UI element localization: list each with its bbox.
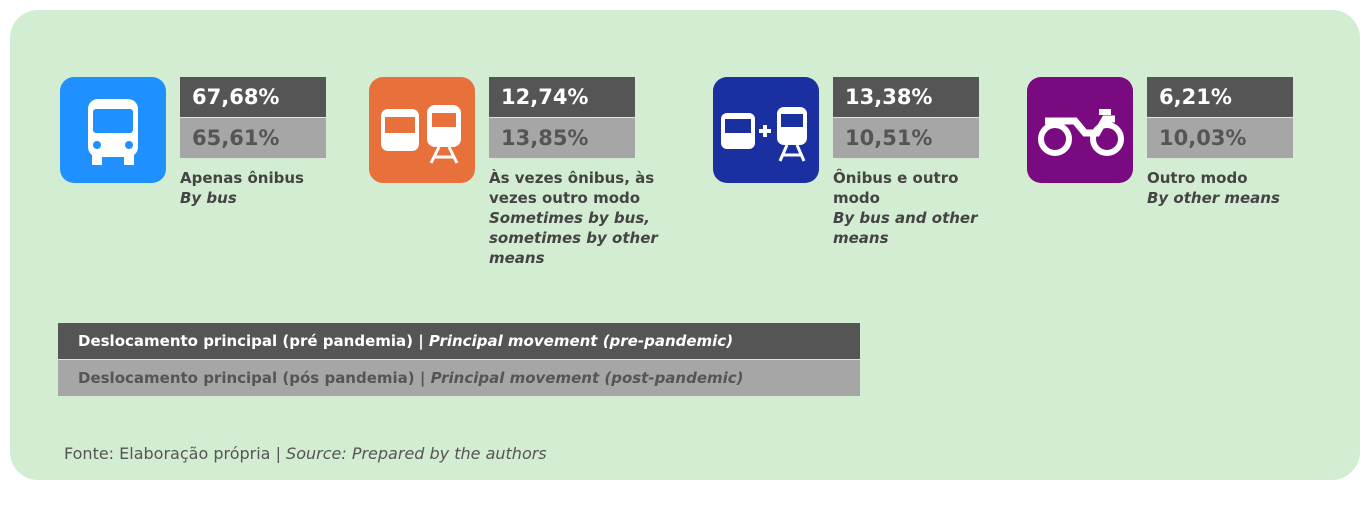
source-pt: Fonte: Elaboração própria | [64, 444, 287, 463]
label-pt: Às vezes ônibus, às vezes outro modo [489, 169, 655, 207]
post-value: 10,51% [833, 118, 979, 158]
motorcycle-icon [1027, 77, 1133, 183]
pre-value: 13,38% [833, 77, 979, 117]
pre-value: 67,68% [180, 77, 326, 117]
post-value: 13,85% [489, 118, 635, 158]
legend-post: Deslocamento principal (pós pandemia) | … [58, 360, 860, 396]
label: Ônibus e outro modo By bus and other mean… [833, 168, 1003, 248]
legend-en: Principal movement (pre-pandemic) [428, 332, 734, 350]
label-en: By other means [1147, 189, 1280, 207]
legend-pre: Deslocamento principal (pré pandemia) | … [58, 323, 860, 359]
label-en: By bus and other means [833, 209, 978, 247]
bus-icon [60, 77, 166, 183]
label-pt: Outro modo [1147, 169, 1248, 187]
label-pt: Ônibus e outro modo [833, 169, 959, 207]
post-value: 10,03% [1147, 118, 1293, 158]
legend-en: Principal movement (post-pandemic) [430, 369, 744, 387]
legend-pt: Deslocamento principal (pós pandemia) | [78, 369, 431, 387]
source-en: Source: Prepared by the authors [286, 444, 547, 463]
label-en: Sometimes by bus, sometimes by other mea… [489, 209, 658, 267]
bus-plus-train-icon [713, 77, 819, 183]
label-en: By bus [180, 189, 237, 207]
label: Apenas ônibus By bus [180, 168, 380, 208]
legend-pt: Deslocamento principal (pré pandemia) | [78, 332, 429, 350]
bus-train-icon [369, 77, 475, 183]
label-pt: Apenas ônibus [180, 169, 304, 187]
post-value: 65,61% [180, 118, 326, 158]
label: Às vezes ônibus, às vezes outro modo Some… [489, 168, 689, 268]
label: Outro modo By other means [1147, 168, 1347, 208]
source: Fonte: Elaboração própria | Source: Prep… [64, 444, 547, 463]
pre-value: 12,74% [489, 77, 635, 117]
pre-value: 6,21% [1147, 77, 1293, 117]
